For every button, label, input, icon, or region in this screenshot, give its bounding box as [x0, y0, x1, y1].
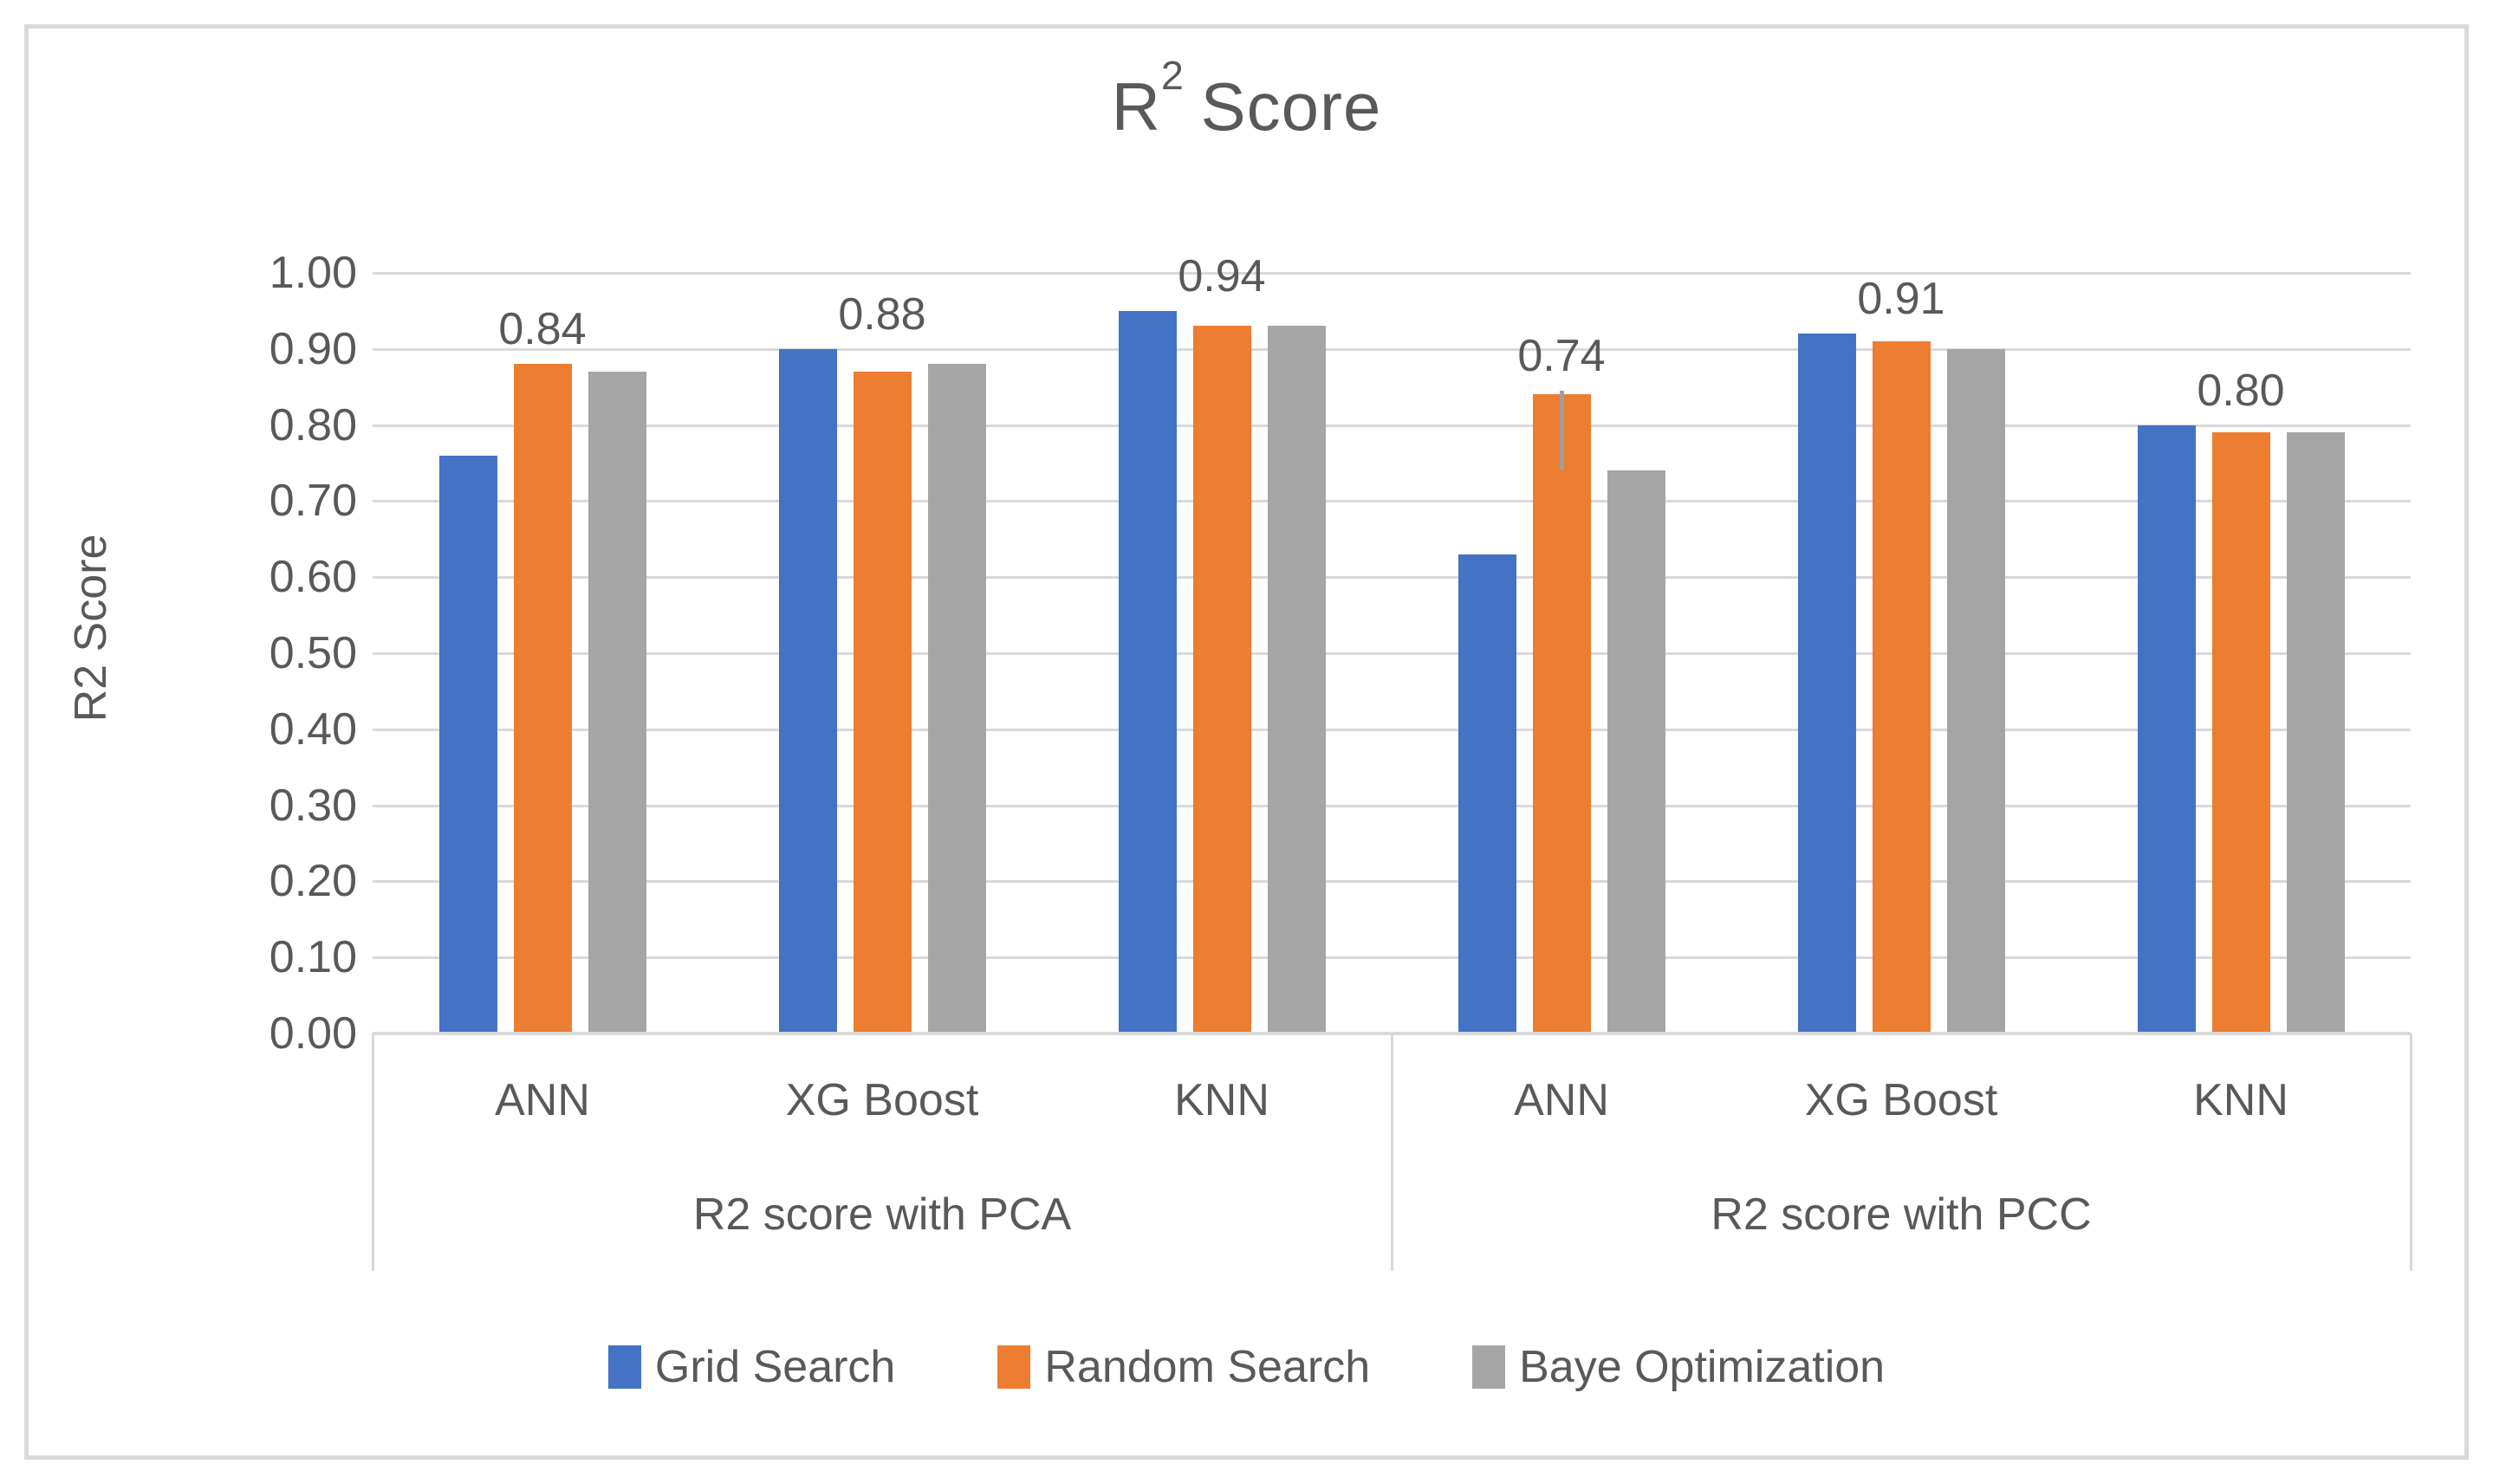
- category-label: KNN: [2193, 1075, 2288, 1125]
- gridline: [373, 576, 2411, 579]
- category-group-label: R2 score with PCC: [1711, 1189, 2092, 1240]
- group-value-label: 0.84: [498, 304, 587, 354]
- legend-swatch: [607, 1345, 641, 1389]
- chart-title: R2 Score: [0, 53, 2493, 146]
- bar-grid-search: [1458, 554, 1516, 1034]
- y-tick-label: 1.00: [269, 248, 357, 298]
- y-tick-label: 0.40: [269, 704, 357, 755]
- category-label: XG Boost: [785, 1075, 979, 1125]
- bar-random-search: [854, 372, 912, 1034]
- chart-title-base: R: [1111, 68, 1161, 145]
- legend-label: Random Search: [1044, 1342, 1371, 1392]
- bar-baye-optimization: [588, 372, 646, 1034]
- y-tick-label: 0.60: [269, 552, 357, 602]
- group-value-label: 0.74: [1517, 331, 1606, 381]
- category-group-label: R2 score with PCA: [692, 1189, 1072, 1240]
- y-tick-label: 0.10: [269, 932, 357, 982]
- gridline: [373, 880, 2411, 883]
- group-value-label: 0.88: [838, 289, 926, 340]
- gridline: [373, 805, 2411, 807]
- bar-random-search: [1193, 326, 1251, 1034]
- y-tick-label: 0.80: [269, 400, 357, 450]
- bar-random-search: [1533, 394, 1591, 1034]
- y-tick-label: 0.00: [269, 1008, 357, 1059]
- bar-baye-optimization: [1607, 470, 1665, 1034]
- bar-grid-search: [2138, 425, 2196, 1034]
- y-tick-label: 0.70: [269, 476, 357, 526]
- y-tick-label: 0.30: [269, 781, 357, 831]
- bar-baye-optimization: [1947, 349, 2005, 1034]
- legend-swatch: [1472, 1345, 1506, 1389]
- y-tick-label: 0.50: [269, 628, 357, 678]
- axis-divider: [2410, 1034, 2412, 1271]
- bar-grid-search: [1798, 334, 1856, 1034]
- gridline: [373, 424, 2411, 427]
- gridline: [373, 729, 2411, 731]
- legend-label: Grid Search: [654, 1342, 896, 1392]
- plot-area: 0.84 0.88 0.94 0.74 0.91 0.80: [373, 254, 2411, 1034]
- group-value-label: 0.80: [2197, 366, 2285, 416]
- legend: Grid Search Random Search Baye Optimizatio…: [0, 1341, 2493, 1393]
- bar-baye-optimization: [1268, 326, 1326, 1034]
- legend-item: Grid Search: [607, 1341, 896, 1393]
- chart-title-rest: Score: [1200, 68, 1382, 145]
- y-tick-label: 0.20: [269, 856, 357, 906]
- bar-random-search: [1873, 341, 1931, 1034]
- y-tick-label: 0.90: [269, 324, 357, 374]
- axis-divider: [372, 1034, 374, 1271]
- error-bar: [1560, 391, 1564, 470]
- group-value-label: 0.91: [1857, 274, 1945, 324]
- gridline: [373, 348, 2411, 351]
- bar-grid-search: [439, 456, 497, 1034]
- category-label: ANN: [1514, 1075, 1609, 1125]
- legend-swatch: [997, 1345, 1031, 1389]
- category-label: KNN: [1174, 1075, 1269, 1125]
- legend-label: Baye Optimization: [1519, 1342, 1886, 1392]
- bar-random-search: [514, 364, 572, 1034]
- chart-title-superscript: 2: [1160, 53, 1185, 99]
- legend-item: Baye Optimization: [1472, 1341, 1885, 1393]
- category-label: ANN: [495, 1075, 590, 1125]
- bar-baye-optimization: [928, 364, 986, 1034]
- gridline: [373, 652, 2411, 655]
- axis-divider: [1391, 1034, 1393, 1271]
- gridline: [373, 272, 2411, 275]
- bar-random-search: [2212, 432, 2270, 1034]
- bar-grid-search: [779, 349, 837, 1034]
- gridline: [373, 956, 2411, 959]
- group-value-label: 0.94: [1178, 251, 1266, 301]
- legend-item: Random Search: [997, 1341, 1370, 1393]
- bar-grid-search: [1119, 311, 1177, 1034]
- bar-baye-optimization: [2287, 432, 2345, 1034]
- category-label: XG Boost: [1804, 1075, 1998, 1125]
- gridline: [373, 500, 2411, 502]
